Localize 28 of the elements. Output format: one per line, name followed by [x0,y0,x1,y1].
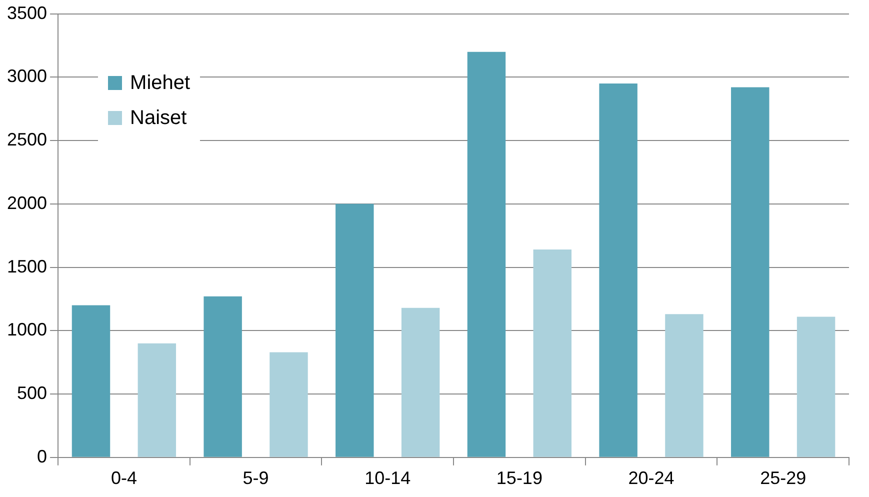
bar [138,343,176,457]
bar [599,84,638,457]
y-tick-label: 2000 [6,192,48,213]
y-tick-label: 500 [16,382,48,403]
bar [204,296,242,457]
x-tick-label: 15-19 [496,468,542,488]
bar [467,52,506,457]
bar [270,352,308,457]
y-tick-label: 3500 [6,2,48,23]
bar [533,250,572,457]
bar [72,305,110,457]
y-tick-label: 3000 [6,66,48,86]
x-tick-label: 25-29 [760,468,806,488]
x-tick-label: 5-9 [242,468,269,488]
x-tick-label: 0-4 [110,468,137,488]
legend-label: Naiset [130,106,187,130]
x-tick-label: 20-24 [628,468,674,488]
bar [665,314,704,457]
x-tick-label: 10-14 [364,468,411,488]
y-tick-label: 0 [37,446,48,466]
bar [731,87,770,457]
bar [336,204,374,457]
y-tick-label: 2500 [6,130,48,150]
legend-label: Miehet [130,72,190,95]
y-tick-label: 1500 [6,256,48,276]
bar [796,316,836,457]
bar [401,308,440,457]
y-tick-label: 1000 [6,320,48,340]
